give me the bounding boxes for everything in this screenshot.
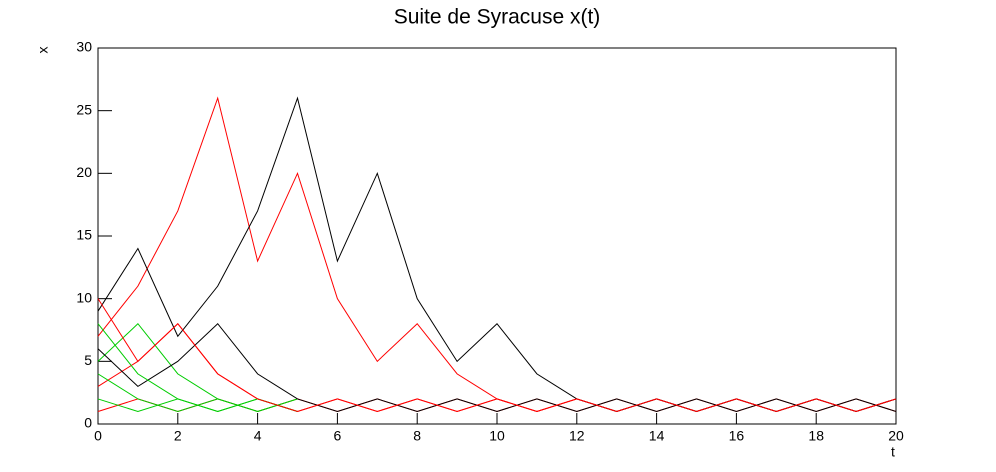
x-tick-label: 20 <box>888 428 904 444</box>
y-tick-label: 15 <box>76 227 92 243</box>
series-line <box>97 373 298 412</box>
series-line <box>97 96 897 412</box>
x-tick-label: 10 <box>489 428 505 444</box>
x-tick-label: 6 <box>334 428 342 444</box>
x-tick-label: 0 <box>94 428 102 444</box>
series-line <box>97 398 897 412</box>
series-line <box>97 96 897 412</box>
x-axis-label: t <box>891 444 895 460</box>
series-line <box>97 322 897 412</box>
x-tick-label: 8 <box>413 428 421 444</box>
x-tick-label: 4 <box>254 428 262 444</box>
x-tick-label: 16 <box>729 428 745 444</box>
x-tick-label: 12 <box>569 428 585 444</box>
y-tick-label: 30 <box>76 39 92 55</box>
x-tick-label: 2 <box>174 428 182 444</box>
plot-frame <box>97 47 897 425</box>
y-tick-label: 10 <box>76 289 92 305</box>
series-line <box>97 322 298 412</box>
y-tick-label: 5 <box>84 352 92 368</box>
series-line <box>97 298 897 412</box>
y-axis-label: x <box>35 47 51 54</box>
x-tick-label: 18 <box>808 428 824 444</box>
chart-title: Suite de Syracuse x(t) <box>394 6 601 29</box>
y-tick-label: 25 <box>76 101 92 117</box>
y-tick-label: 20 <box>76 164 92 180</box>
series-line <box>97 322 897 412</box>
x-tick-label: 14 <box>649 428 665 444</box>
y-tick-label: 0 <box>84 415 92 431</box>
